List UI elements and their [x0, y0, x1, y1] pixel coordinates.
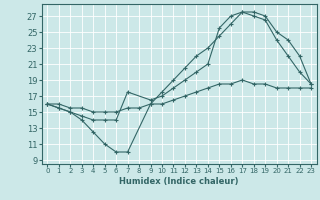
X-axis label: Humidex (Indice chaleur): Humidex (Indice chaleur): [119, 177, 239, 186]
